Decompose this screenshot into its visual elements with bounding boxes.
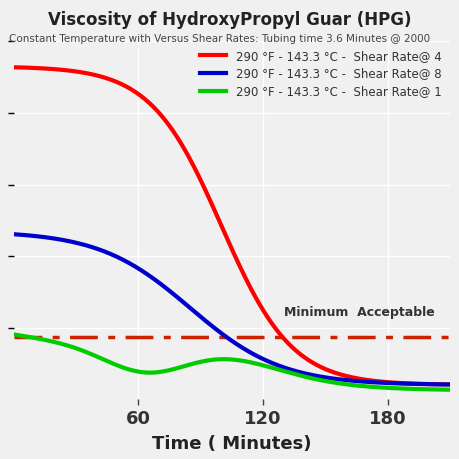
Text: Viscosity of HydroxyPropyl Guar (HPG): Viscosity of HydroxyPropyl Guar (HPG) bbox=[48, 11, 411, 29]
X-axis label: Time ( Minutes): Time ( Minutes) bbox=[152, 435, 312, 453]
Legend: 290 °F - 143.3 °C -  Shear Rate@ 4, 290 °F - 143.3 °C -  Shear Rate@ 8, 290 °F -: 290 °F - 143.3 °C - Shear Rate@ 4, 290 °… bbox=[196, 45, 446, 103]
Text: Minimum  Acceptable: Minimum Acceptable bbox=[284, 306, 435, 319]
Text: Constant Temperature with Versus Shear Rates: Tubing time 3.6 Minutes @ 2000: Constant Temperature with Versus Shear R… bbox=[9, 34, 430, 44]
